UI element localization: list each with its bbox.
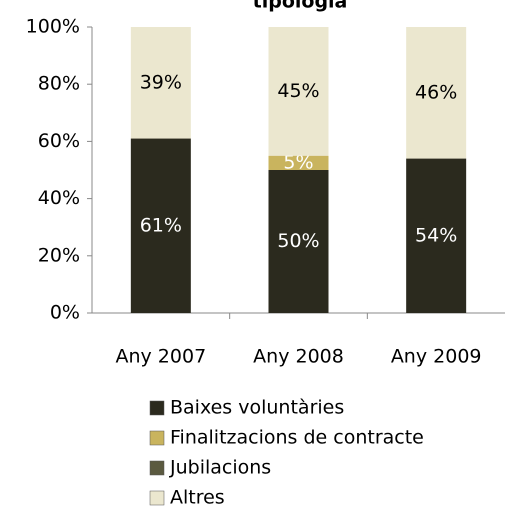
bar-segment	[268, 155, 329, 170]
legend-swatch	[149, 400, 165, 416]
legend-label: Baixes voluntàries	[170, 397, 344, 419]
legend-swatch	[149, 490, 165, 506]
data-label: 5%	[283, 151, 313, 173]
data-label: 46%	[415, 81, 457, 103]
data-label: 45%	[277, 80, 319, 102]
legend-label: Altres	[170, 487, 225, 509]
bar-segment	[130, 138, 191, 313]
bar-segment	[406, 27, 467, 159]
legend-swatch	[149, 430, 165, 446]
x-tick-label: Any 2007	[115, 346, 206, 368]
data-label: 54%	[415, 224, 457, 246]
y-tick-label: 80%	[38, 73, 80, 95]
legend-swatch	[149, 460, 165, 476]
bar-segment	[268, 170, 329, 313]
bar-segment	[406, 158, 467, 313]
x-tick-label: Any 2008	[253, 346, 344, 368]
y-tick-label: 60%	[38, 130, 80, 152]
y-tick-label: 20%	[38, 244, 80, 266]
chart-title: tipologia	[253, 0, 348, 13]
legend-label: Jubilacions	[169, 457, 271, 479]
y-tick-label: 0%	[50, 302, 80, 324]
data-label: 39%	[140, 71, 182, 93]
data-label: 50%	[277, 230, 319, 252]
y-tick-label: 40%	[38, 187, 80, 209]
legend-label: Finalitzacions de contracte	[170, 427, 424, 449]
bar-segment	[268, 27, 329, 156]
data-label: 61%	[140, 214, 182, 236]
x-tick-label: Any 2009	[391, 346, 482, 368]
bar-segment	[130, 27, 191, 139]
y-tick-label: 100%	[26, 16, 80, 38]
